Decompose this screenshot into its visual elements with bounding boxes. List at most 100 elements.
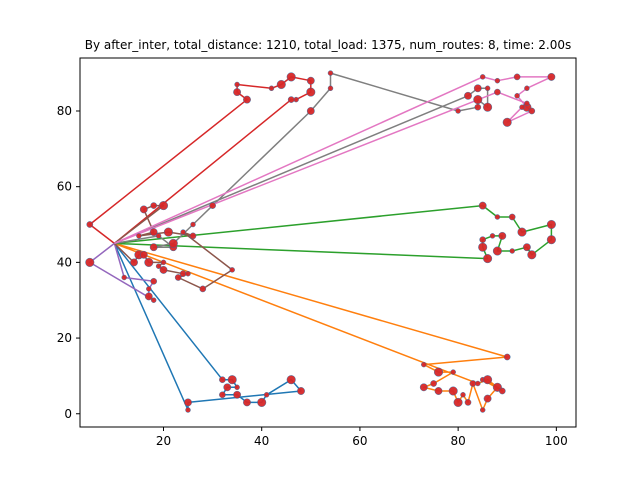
customer-point <box>524 85 530 92</box>
customer-point <box>473 84 482 93</box>
customer-point <box>159 265 168 274</box>
customer-point <box>263 392 270 398</box>
customer-point <box>514 93 520 99</box>
customer-point <box>121 274 127 281</box>
customer-point <box>297 387 305 395</box>
customer-point <box>464 399 472 406</box>
customer-point <box>276 79 286 89</box>
customer-point <box>168 238 178 248</box>
customer-point <box>144 292 153 301</box>
y-tick-label: 0 <box>64 407 72 421</box>
customer-point <box>434 367 444 377</box>
customer-point <box>139 250 148 259</box>
customer-point <box>85 257 95 267</box>
customer-point <box>234 384 240 390</box>
y-tick-label: 80 <box>57 104 72 118</box>
customer-point <box>479 236 487 243</box>
customer-point <box>306 76 315 85</box>
customer-point <box>523 243 531 252</box>
customer-point <box>480 74 486 80</box>
customer-point <box>546 219 556 229</box>
customer-point <box>150 297 157 303</box>
y-axis: 0 20 40 60 80 <box>57 104 80 421</box>
customer-point <box>163 227 173 237</box>
customer-point <box>434 387 443 395</box>
customer-point <box>209 202 216 209</box>
customer-point <box>130 258 138 267</box>
customer-point <box>473 95 483 105</box>
customer-point <box>150 202 157 209</box>
route-6-line <box>113 204 233 290</box>
chart-title: By after_inter, total_distance: 1210, to… <box>85 38 571 52</box>
customer-point <box>233 88 242 97</box>
customer-point <box>508 213 516 221</box>
y-tick-label: 60 <box>57 180 72 194</box>
customer-point <box>513 73 521 81</box>
customer-point <box>190 221 196 228</box>
customer-point <box>460 392 466 398</box>
customer-point <box>243 95 251 104</box>
customer-point <box>474 103 482 111</box>
customer-point <box>502 117 512 127</box>
customer-point <box>547 73 556 81</box>
customer-point <box>494 77 501 84</box>
customer-point <box>286 72 296 82</box>
x-tick-label: 60 <box>352 434 367 448</box>
customer-point <box>494 214 501 220</box>
customer-point <box>489 233 496 239</box>
customer-point <box>160 259 167 266</box>
customer-point <box>155 233 162 239</box>
customer-point <box>448 386 458 396</box>
x-axis: 20 40 60 80 100 <box>156 427 568 448</box>
customer-point <box>144 257 154 267</box>
plot-frame <box>79 57 577 428</box>
y-tick-label: 20 <box>57 331 72 345</box>
customer-point <box>257 397 267 407</box>
customer-point <box>146 286 152 292</box>
customer-point <box>243 398 251 407</box>
customer-point <box>483 254 493 264</box>
customer-point <box>219 376 226 384</box>
customer-point <box>150 277 157 285</box>
customer-point <box>450 369 456 375</box>
customer-point <box>286 375 296 385</box>
customer-point <box>174 274 182 281</box>
customer-point <box>494 88 501 96</box>
customer-point <box>483 102 493 112</box>
customer-point <box>478 242 488 252</box>
customer-point <box>453 397 463 407</box>
customer-point <box>464 91 472 100</box>
customer-point <box>469 380 477 387</box>
customer-point <box>139 205 148 214</box>
customer-point <box>227 375 237 385</box>
customer-point <box>155 263 162 269</box>
customer-point <box>483 375 493 385</box>
customer-point <box>430 380 437 387</box>
customer-point <box>287 96 295 103</box>
customer-point <box>517 227 527 237</box>
customer-point <box>524 100 530 107</box>
customer-point <box>484 85 491 92</box>
customer-point <box>509 248 515 254</box>
route-8-line <box>114 76 553 245</box>
customer-point <box>546 235 556 245</box>
customer-point <box>527 250 537 260</box>
customer-point <box>223 383 232 392</box>
customer-point <box>455 108 461 114</box>
customer-point <box>149 228 158 237</box>
customer-point <box>419 383 428 392</box>
customer-point <box>421 361 427 368</box>
customer-point <box>306 87 316 97</box>
customer-point <box>233 390 242 399</box>
customer-point <box>184 398 192 407</box>
customer-point <box>475 380 481 387</box>
customer-point <box>492 246 502 256</box>
customer-point <box>268 85 275 92</box>
points-layer <box>85 70 556 413</box>
customer-point <box>306 107 315 115</box>
customer-point <box>327 70 334 76</box>
customer-point <box>86 221 94 228</box>
customer-point <box>136 233 142 239</box>
customer-point <box>180 229 186 235</box>
